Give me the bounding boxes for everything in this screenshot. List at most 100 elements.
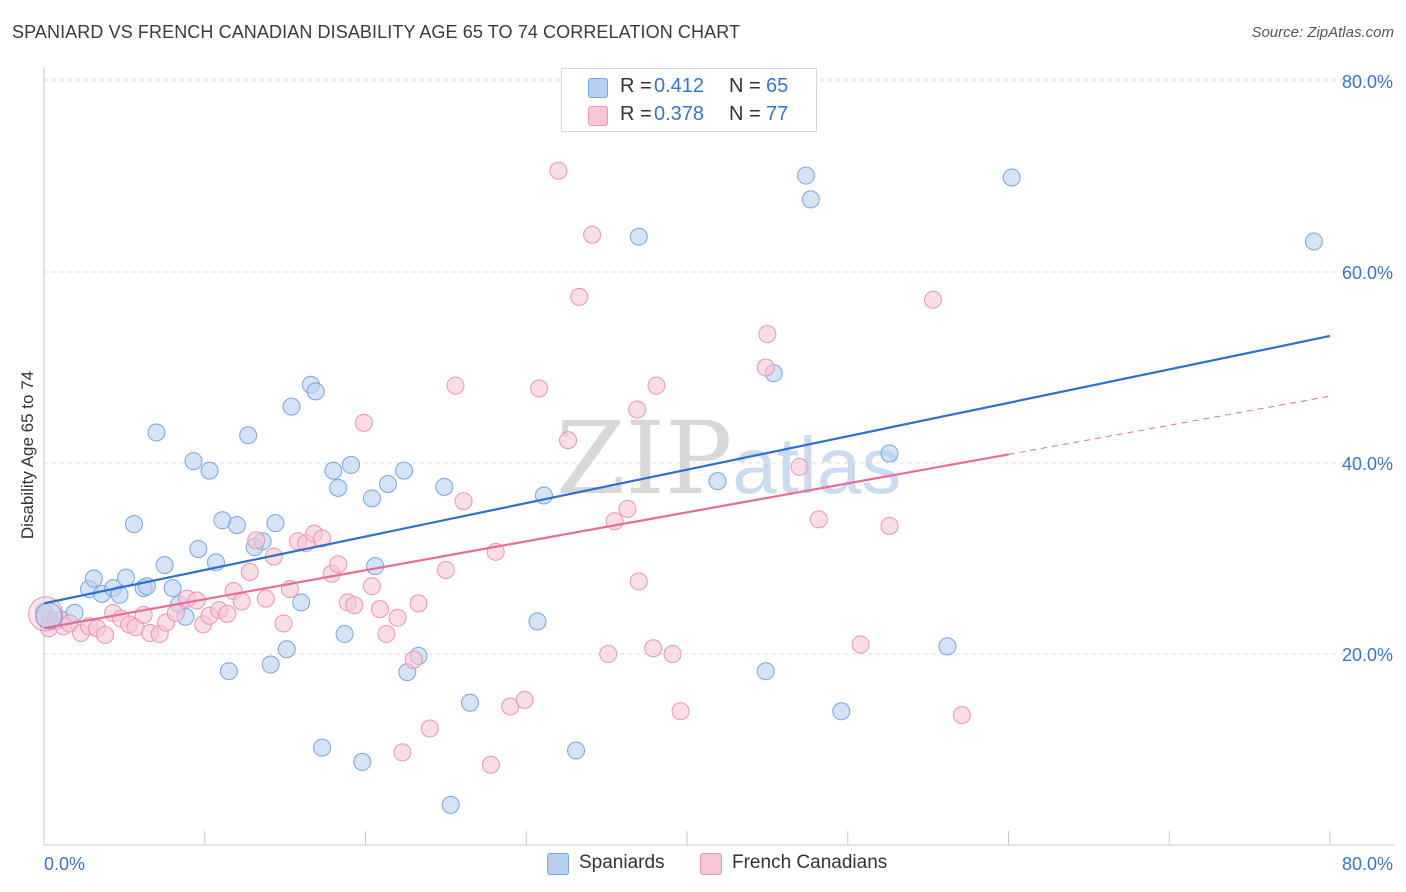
french-canadian-point	[247, 531, 266, 550]
french-canadian-point	[952, 706, 971, 725]
french-canadian-point	[644, 639, 663, 658]
french-canadian-point	[354, 413, 373, 432]
french-canadian-point	[481, 755, 500, 774]
french-canadian-point	[671, 702, 690, 721]
spaniards-point	[163, 579, 182, 598]
legend-n-value-spaniards: 65	[766, 75, 789, 97]
spaniards-point	[155, 556, 174, 575]
legend-swatch-french	[588, 106, 608, 126]
french-canadian-point	[851, 635, 870, 654]
french-canadian-point	[313, 529, 332, 548]
french-canadian-point	[515, 690, 534, 709]
french-canadian-point	[880, 517, 899, 536]
spaniards-point	[629, 227, 648, 246]
french-canadian-point	[409, 594, 428, 613]
french-canadian-point	[329, 555, 348, 574]
spaniards-point	[239, 426, 258, 445]
french-canadian-point	[345, 596, 364, 615]
french-canadian-point	[583, 225, 602, 244]
data-points	[28, 161, 1323, 814]
spaniards-point	[116, 568, 135, 587]
spaniards-point	[306, 382, 325, 401]
spaniards-point	[938, 637, 957, 656]
spaniards-point	[528, 612, 547, 631]
y-tick-label: 40.0%	[1342, 454, 1393, 474]
stats-legend: R = 0.412 N = 65 R = 0.378 N = 77	[561, 68, 817, 132]
bottom-legend-swatch-french	[700, 853, 722, 875]
spaniards-point	[441, 795, 460, 814]
french-canadian-trend-extension	[1008, 395, 1331, 455]
french-canadian-point	[809, 510, 828, 529]
spaniards-point	[1304, 232, 1323, 251]
spaniards-point	[277, 640, 296, 659]
legend-n-label: N =	[729, 75, 761, 97]
french-canadian-point	[790, 457, 809, 476]
watermark-zip: ZIP	[556, 400, 733, 517]
spaniards-point	[125, 515, 144, 534]
spaniards-point	[362, 489, 381, 508]
spaniards-point	[395, 461, 414, 480]
french-canadian-point	[393, 743, 412, 762]
french-canadian-point	[218, 604, 237, 623]
spaniards-point	[324, 461, 343, 480]
spaniards-point	[84, 569, 103, 588]
spaniards-point	[801, 190, 820, 209]
spaniards-trend-line	[43, 334, 1331, 605]
french-canadian-point	[256, 589, 275, 608]
french-canadian-point	[388, 608, 407, 627]
french-canadian-point	[404, 650, 423, 669]
french-canadian-point	[446, 376, 465, 395]
x-tick-label: 0.0%	[44, 854, 85, 874]
bottom-legend-label-french: French Canadians	[732, 852, 888, 873]
spaniards-point	[435, 477, 454, 496]
french-canadian-point	[758, 325, 777, 344]
spaniards-point	[1002, 168, 1021, 187]
french-canadian-point	[756, 358, 775, 377]
legend-swatch-spaniards	[588, 78, 608, 98]
source-credit: Source: ZipAtlas.com	[1251, 24, 1394, 41]
legend-row-spaniards: R = 0.412 N = 65	[562, 73, 816, 101]
spaniards-point	[227, 516, 246, 535]
french-canadian-point	[240, 562, 259, 581]
french-canadian-point	[96, 625, 115, 644]
y-tick-label: 60.0%	[1342, 263, 1393, 283]
french-canadian-point	[629, 572, 648, 591]
legend-r-value-spaniards: 0.412	[654, 75, 705, 97]
french-canadian-point	[436, 560, 455, 579]
spaniards-point	[796, 166, 815, 185]
legend-r-value-french: 0.378	[654, 103, 705, 125]
french-canadian-point	[618, 499, 637, 518]
watermark: ZIPatlas	[556, 400, 901, 517]
spaniards-point	[219, 662, 238, 681]
y-tick-label: 80.0%	[1342, 72, 1393, 92]
french-canadian-point	[274, 614, 293, 633]
spaniards-point	[708, 472, 727, 491]
french-canadian-point	[923, 290, 942, 309]
legend-n-value-french: 77	[766, 103, 789, 125]
spaniards-point	[147, 423, 166, 442]
spaniards-point	[342, 455, 361, 474]
french-canadian-point	[454, 492, 473, 511]
spaniards-point	[329, 478, 348, 497]
legend-row-french: R = 0.378 N = 77	[562, 101, 816, 129]
spaniards-point	[261, 655, 280, 674]
french-canadian-point	[559, 431, 578, 450]
french-canadian-point	[647, 376, 666, 395]
french-canadian-point	[599, 645, 618, 663]
spaniards-point	[292, 593, 311, 612]
french-canadian-point	[663, 645, 682, 663]
french-canadian-point	[570, 287, 589, 306]
legend-r-label: R =	[620, 75, 652, 97]
spaniards-point	[200, 461, 219, 480]
spaniards-point	[189, 539, 208, 558]
french-canadian-point	[549, 161, 568, 180]
spaniards-point	[832, 702, 851, 721]
tick-labels: 20.0% 40.0% 60.0% 80.0% 0.0% 80.0%	[44, 72, 1393, 874]
chart-title: SPANIARD VS FRENCH CANADIAN DISABILITY A…	[12, 22, 741, 42]
spaniards-point	[366, 557, 385, 576]
french-canadian-point	[420, 719, 439, 738]
french-canadian-point	[232, 592, 251, 611]
spaniards-point	[282, 397, 301, 416]
bottom-legend-label-spaniards: Spaniards	[579, 852, 665, 873]
